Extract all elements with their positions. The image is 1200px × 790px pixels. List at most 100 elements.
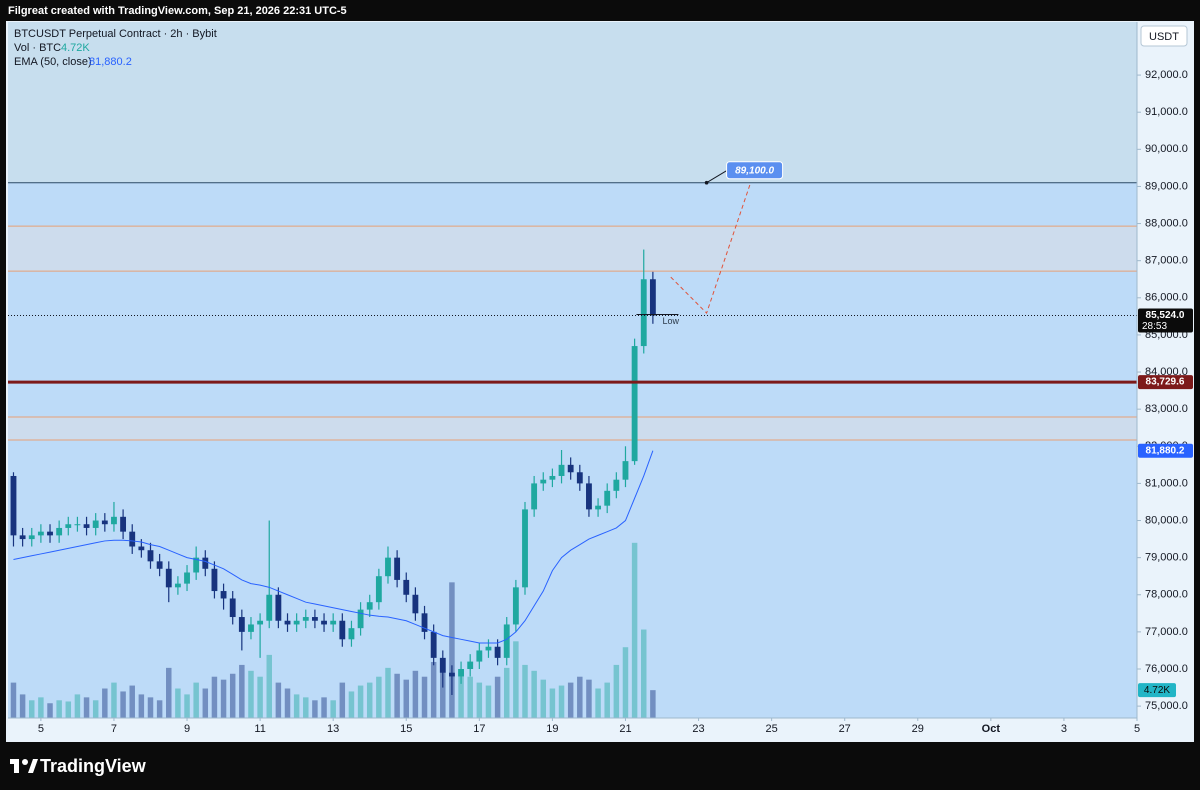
candle-body	[421, 613, 428, 632]
volume-bar	[266, 654, 272, 718]
x-tick-label: 13	[327, 723, 339, 735]
volume-bar	[166, 667, 172, 718]
volume-bar	[147, 697, 154, 718]
volume-bar	[467, 676, 473, 718]
candle-body	[330, 620, 337, 625]
candle-body	[567, 464, 574, 473]
volume-bar	[312, 700, 318, 718]
target-label: 89,100.0	[735, 165, 774, 176]
volume-bar	[92, 700, 99, 718]
candle-body	[339, 620, 346, 640]
candle-body	[156, 561, 163, 569]
candle-body	[412, 594, 419, 614]
candle-body	[220, 591, 227, 599]
ema-badge-box	[1138, 443, 1193, 458]
volume-bar	[239, 664, 245, 718]
candle-body	[586, 483, 592, 510]
price-badge-box	[1138, 308, 1193, 333]
volume-bar	[229, 673, 236, 718]
candle-body	[257, 620, 264, 625]
volume-bar	[366, 682, 373, 718]
volume-bar	[321, 697, 327, 718]
candle-body	[649, 279, 656, 316]
candle-body	[10, 475, 17, 536]
legend-volume-name: Vol · BTC	[14, 42, 61, 54]
volume-bar	[385, 667, 391, 718]
candle-body	[74, 524, 81, 526]
currency-label[interactable]: USDT	[1149, 31, 1179, 43]
volume-bar	[56, 700, 62, 718]
volume-bar	[622, 647, 629, 718]
candle-body	[622, 461, 629, 480]
volume-bar	[604, 682, 610, 718]
y-tick-label: 76,000.0	[1145, 663, 1188, 675]
candle-body	[311, 617, 318, 621]
logo-stem	[14, 759, 19, 773]
candle-body	[503, 624, 510, 658]
candle-body	[375, 576, 382, 603]
volume-bar	[494, 676, 501, 718]
candle-body	[512, 587, 519, 625]
candle-body	[302, 617, 309, 621]
y-tick-label: 83,000.0	[1145, 403, 1188, 415]
candle-body	[595, 505, 601, 510]
candle-body	[248, 624, 254, 632]
candle-body	[613, 479, 620, 491]
volume-bar	[421, 676, 428, 718]
volume-bar	[476, 682, 483, 718]
volume-bar	[129, 685, 135, 718]
candle-body	[266, 594, 273, 621]
candle-body	[439, 657, 446, 673]
brand-logo	[10, 759, 38, 773]
volume-bar	[412, 670, 419, 718]
volume-bar	[586, 679, 592, 718]
candle-body	[458, 669, 464, 677]
candle-body	[449, 672, 455, 677]
volume-bar	[485, 685, 492, 718]
candle-body	[111, 516, 117, 525]
volume-bar	[339, 682, 346, 718]
candle-body	[202, 557, 209, 569]
currency-button[interactable]	[1140, 25, 1188, 47]
volume-bar	[83, 697, 90, 718]
volume-badge-box	[1138, 683, 1176, 698]
volume-bar	[503, 667, 510, 718]
candle-body	[403, 579, 410, 595]
volume-bar	[430, 661, 437, 718]
plot-layer: Low 89,100.0	[8, 22, 1137, 718]
candle-body	[467, 661, 474, 670]
x-tick-label: 11	[254, 723, 265, 735]
x-tick-label: 15	[400, 723, 412, 735]
volume-bar	[577, 676, 583, 718]
candle-body	[494, 646, 501, 658]
candle-body	[211, 568, 218, 592]
volume-bar	[156, 700, 163, 718]
y-tick-label: 89,000.0	[1145, 180, 1188, 192]
candle-body	[284, 620, 291, 625]
x-tick-label: 3	[1061, 723, 1067, 735]
volume-bar	[394, 673, 400, 718]
volume-bar	[631, 542, 638, 718]
candle-body	[366, 602, 373, 610]
target-box	[726, 161, 784, 180]
zone	[8, 416, 1137, 440]
candle-body	[19, 535, 26, 540]
y-tick-label: 87,000.0	[1145, 255, 1188, 267]
y-tick-label: 88,000.0	[1145, 217, 1188, 229]
candle-body	[174, 583, 181, 588]
volume-bar	[248, 670, 254, 718]
candle-body	[549, 475, 556, 480]
candle-body	[37, 531, 44, 536]
candle-body	[65, 524, 72, 528]
candle-body	[83, 524, 90, 528]
candle-body	[120, 516, 127, 532]
volume-bar	[275, 682, 282, 718]
x-tick-label: 29	[912, 723, 924, 735]
volume-bar	[613, 664, 620, 718]
candle-body	[193, 557, 200, 573]
level-badge-text: 83,729.6	[1146, 377, 1185, 388]
low-marker-label: Low	[662, 316, 679, 326]
volume-bar	[211, 676, 218, 718]
